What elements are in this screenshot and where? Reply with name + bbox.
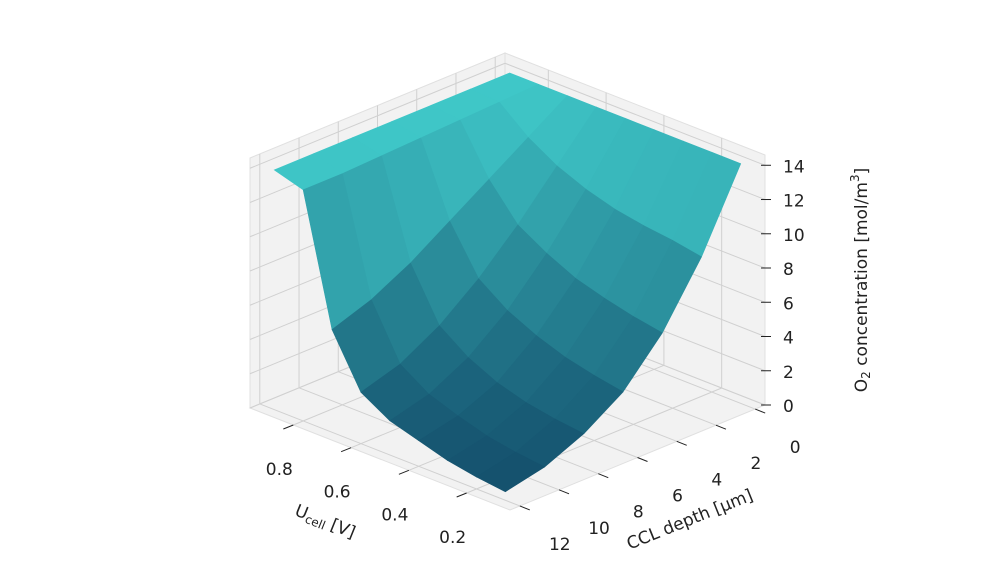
grid-line: [504, 62, 766, 166]
y-tick-label: 6: [672, 487, 683, 507]
y-tick-label: 12: [549, 535, 571, 555]
z-tick-label: 0: [783, 397, 794, 417]
x-tick-label: 0.8: [266, 460, 293, 480]
y-tick: [676, 440, 687, 446]
y-tick: [715, 424, 727, 430]
y-tick-label: 2: [751, 454, 762, 474]
z-label-sup: 3: [848, 174, 862, 182]
z-tick-label: 10: [783, 226, 805, 246]
z-label-part: ]: [852, 168, 872, 175]
x-tick-label: 0.6: [324, 483, 351, 503]
x-tick: [283, 424, 294, 430]
x-tick: [456, 492, 467, 498]
x-tick-label: 0.2: [439, 528, 466, 548]
y-axis-label: CCL depth [μm]: [624, 486, 756, 555]
y-tick: [598, 473, 609, 479]
x-tick: [340, 447, 352, 453]
y-tick: [755, 408, 766, 414]
y-tick-label: 10: [588, 519, 610, 539]
x-label-rest: [V]: [323, 513, 359, 543]
z-label-part: concentration [mol/m: [852, 182, 872, 371]
grid-line: [259, 403, 520, 507]
x-tick-label: 0.4: [381, 505, 408, 525]
surface-patch: [475, 451, 546, 493]
z-tick-label: 14: [783, 157, 805, 177]
z-label-sub: 2: [859, 371, 873, 379]
y-tick: [519, 505, 530, 511]
axes: 0.2 0.4 0.6 0.8 0 2 4 6 8 10 12 0 2 4 6 8 10 12 14: [266, 157, 805, 555]
z-tick-label: 12: [783, 192, 805, 212]
z-tick-label: 2: [783, 363, 794, 383]
y-tick-label: 4: [711, 470, 722, 490]
z-tick-label: 4: [783, 329, 794, 349]
z-tick-label: 6: [783, 294, 794, 314]
x-tick: [398, 469, 410, 475]
grid-line: [249, 62, 506, 169]
z-axis-label: O2 concentration [mol/m3]: [848, 168, 873, 392]
y-tick-label: 8: [633, 503, 644, 523]
z-label-part: O: [852, 379, 872, 392]
y-tick-label: 0: [790, 438, 801, 458]
z-tick-label: 8: [783, 260, 794, 280]
y-tick: [637, 457, 648, 462]
y-tick: [558, 489, 570, 495]
x-axis-label: Ucell [V]: [292, 501, 358, 544]
surface: [273, 72, 742, 493]
